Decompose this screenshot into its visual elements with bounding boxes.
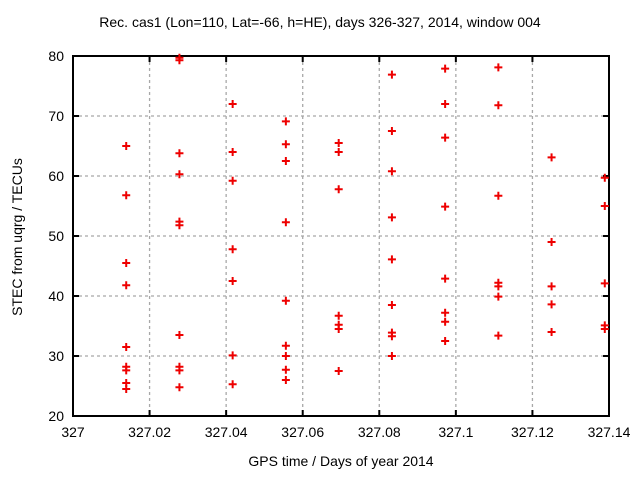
x-tick-label: 327.08 [358,424,401,440]
data-point [228,351,237,360]
data-point [281,218,290,227]
y-tick-label: 30 [48,348,64,364]
plot-border [72,55,610,417]
x-tick-label: 327.02 [128,424,171,440]
data-point [441,317,450,326]
data-point [228,148,237,156]
data-point [334,325,343,333]
data-point [334,148,343,156]
data-point [175,56,184,65]
data-point [494,292,503,301]
data-point [122,385,131,393]
data-point [228,380,237,389]
y-tick-label: 80 [48,48,64,64]
data-point [281,352,290,360]
data-point [334,185,343,194]
data-point [600,173,609,182]
data-point [228,245,237,254]
data-point [494,63,503,72]
data-point [175,170,184,179]
data-point [387,301,396,309]
x-tick-label: 327.12 [511,424,554,440]
data-point [281,376,290,384]
data-point [441,308,450,317]
y-tick-label: 20 [48,408,64,424]
data-point [387,127,396,135]
x-tick-label: 327.14 [588,424,631,440]
data-point [334,139,343,147]
data-point [387,255,396,264]
data-point [441,133,450,142]
data-point [175,331,184,339]
data-point [547,153,556,162]
data-point [441,64,450,73]
data-point [122,142,131,150]
y-axis-label: STEC from uqrg / TECUs [9,158,25,316]
data-point [175,221,184,230]
x-tick-label: 327 [61,424,85,440]
data-point [228,100,237,108]
data-point [281,157,290,165]
data-point [122,366,131,375]
x-tick-label: 327.04 [205,424,248,440]
data-point [441,337,450,345]
x-tick-label: 327.1 [438,424,473,440]
data-point [600,202,609,210]
x-axis-label: GPS time / Days of year 2014 [248,453,434,469]
data-point [228,277,237,285]
data-point [494,101,503,110]
data-point [122,191,131,200]
data-point [387,70,396,79]
data-point [281,117,290,126]
y-tick-label: 40 [48,288,64,304]
data-point [387,213,396,222]
data-point [600,279,609,288]
data-point [600,325,609,333]
data-point [387,352,396,360]
chart-title: Rec. cas1 (Lon=110, Lat=-66, h=HE), days… [99,14,541,30]
data-point [387,167,396,176]
data-point [547,282,556,291]
data-point [334,367,343,375]
data-point [441,100,450,108]
data-point [228,176,237,185]
data-point [281,140,290,149]
data-point [547,238,556,246]
y-tick-label: 60 [48,168,64,184]
data-point [281,365,290,374]
data-point [175,149,184,158]
data-point [122,343,131,351]
data-point [547,328,556,336]
data-point [122,281,131,290]
y-tick-label: 50 [48,228,64,244]
data-point [122,259,131,267]
data-point [175,383,184,392]
data-point [494,282,503,291]
data-point [175,366,184,375]
data-point [547,300,556,309]
data-point [281,296,290,305]
data-point [387,332,396,341]
data-point [494,191,503,200]
data-point [494,331,503,340]
y-tick-label: 70 [48,108,64,124]
data-point [281,341,290,350]
x-tick-label: 327.06 [281,424,324,440]
data-point [441,274,450,283]
data-point [334,311,343,320]
data-point [441,202,450,211]
